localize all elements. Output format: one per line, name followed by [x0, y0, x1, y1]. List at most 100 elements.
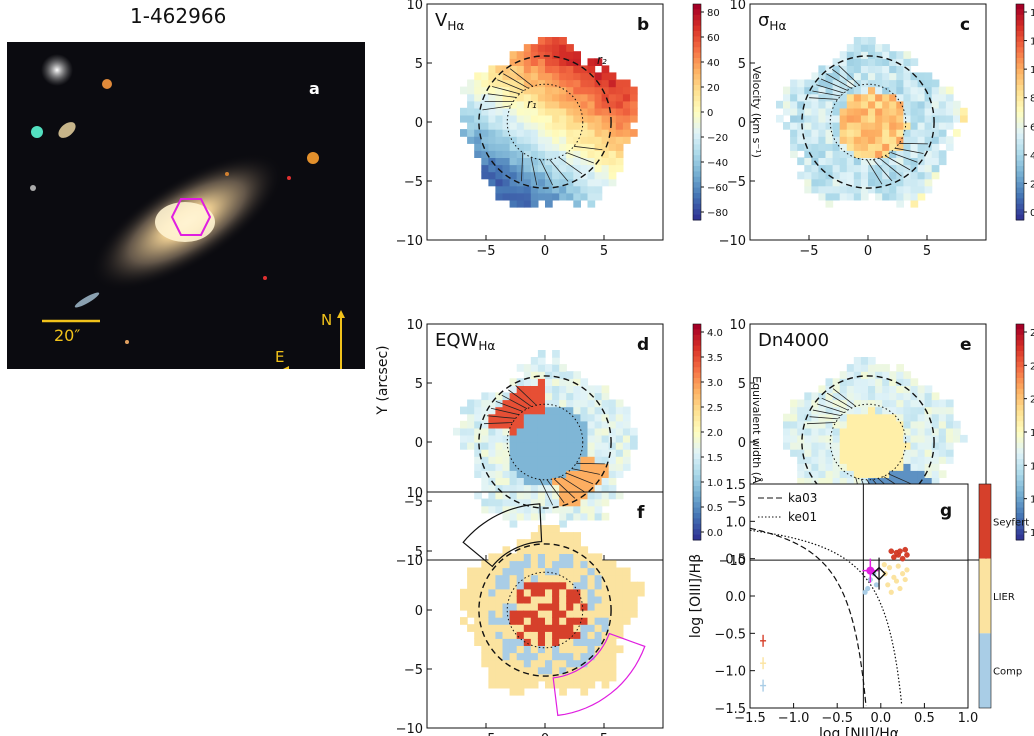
- map-pixel: [608, 420, 617, 429]
- map-pixel: [516, 385, 525, 394]
- map-pixel: [580, 687, 589, 696]
- map-pixel: [509, 399, 518, 408]
- map-pixel: [502, 65, 511, 74]
- map-pixel: [825, 114, 834, 123]
- map-pixel: [552, 44, 560, 52]
- map-pixel: [889, 449, 897, 457]
- map-pixel: [903, 185, 912, 194]
- outer-ring-r2: [478, 375, 612, 509]
- map-pixel: [783, 434, 791, 443]
- map-pixel: [580, 673, 589, 682]
- map-pixel: [474, 72, 482, 81]
- colorbar-segment: [693, 25, 701, 32]
- map-pixel: [846, 385, 855, 394]
- map-pixel: [846, 164, 855, 173]
- map-pixel: [573, 624, 581, 632]
- map-pixel: [825, 143, 834, 151]
- panel-title: VHα: [435, 10, 464, 33]
- map-pixel: [495, 164, 504, 173]
- star: [102, 79, 112, 89]
- star: [307, 152, 319, 164]
- map-pixel: [537, 505, 546, 514]
- map-pixel: [573, 645, 581, 654]
- map-pixel: [608, 399, 617, 408]
- bpt-point-lier: [900, 571, 906, 577]
- map-pixel: [615, 150, 624, 158]
- map-pixel: [938, 434, 947, 443]
- map-pixel: [860, 122, 869, 130]
- map-pixel: [924, 122, 933, 130]
- map-pixel: [552, 178, 560, 187]
- map-pixel: [566, 666, 574, 675]
- map-pixel: [552, 107, 560, 116]
- map-pixel: [608, 150, 617, 158]
- map-pixel: [608, 129, 617, 137]
- map-pixel: [474, 79, 482, 88]
- map-pixel: [945, 86, 954, 95]
- colorbar-segment: [693, 95, 701, 102]
- colorbar-segment: [693, 122, 701, 129]
- colorbar-segment: [693, 68, 701, 75]
- map-pixel: [495, 157, 504, 166]
- map-pixel: [622, 449, 631, 457]
- colorbar-segment: [693, 36, 701, 43]
- map-pixel: [889, 442, 897, 450]
- hatch-line: [573, 145, 603, 151]
- map-pixel: [811, 86, 820, 95]
- bpt-point-seyfert: [891, 554, 897, 560]
- map-pixel: [495, 624, 504, 632]
- map-pixel: [832, 449, 841, 457]
- map-pixel: [804, 427, 812, 436]
- map-pixel: [495, 171, 504, 180]
- map-pixel: [615, 157, 624, 166]
- map-pixel: [903, 463, 912, 471]
- map-pixel: [931, 470, 940, 478]
- map-pixel: [853, 456, 862, 464]
- map-pixel: [509, 673, 518, 682]
- map-pixel: [853, 185, 862, 194]
- map-pixel: [860, 434, 869, 443]
- map-pixel: [868, 171, 876, 180]
- y-tick-label: −5: [727, 175, 746, 190]
- map-pixel: [889, 100, 897, 109]
- map-pixel: [903, 136, 912, 144]
- cbar-comp: [979, 633, 991, 708]
- map-pixel: [896, 477, 904, 486]
- colorbar-segment: [1016, 166, 1024, 172]
- map-pixel: [896, 449, 904, 457]
- map-pixel: [594, 93, 603, 102]
- map-pixel: [566, 44, 574, 52]
- map-pixel: [818, 477, 827, 486]
- map-pixel: [868, 378, 876, 386]
- map-pixel: [537, 456, 546, 464]
- colorbar-segment: [693, 324, 701, 330]
- map-pixel: [622, 406, 631, 415]
- map-pixel: [924, 164, 933, 173]
- map-pixel: [552, 624, 560, 632]
- map-pixel: [853, 51, 862, 59]
- map-pixel: [860, 100, 869, 109]
- map-pixel: [945, 399, 954, 408]
- map-pixel: [545, 65, 553, 74]
- map-pixel: [868, 364, 876, 372]
- map-pixel: [537, 673, 546, 682]
- map-pixel: [797, 427, 805, 436]
- map-pixel: [594, 574, 603, 583]
- map-pixel: [601, 178, 610, 187]
- map-pixel: [502, 114, 511, 123]
- map-pixel: [559, 392, 567, 401]
- map-pixel: [545, 178, 553, 187]
- map-pixel: [523, 420, 532, 429]
- map-pixel: [573, 136, 581, 144]
- map-pixel: [818, 442, 827, 450]
- map-pixel: [615, 434, 624, 443]
- map-pixel: [509, 456, 518, 464]
- colorbar-segment: [1016, 534, 1024, 541]
- map-pixel: [594, 588, 603, 597]
- colorbar-label: Equivalent width (Å): [750, 376, 763, 488]
- map-pixel: [622, 617, 631, 625]
- map-pixel: [516, 199, 525, 208]
- map-pixel: [868, 93, 876, 102]
